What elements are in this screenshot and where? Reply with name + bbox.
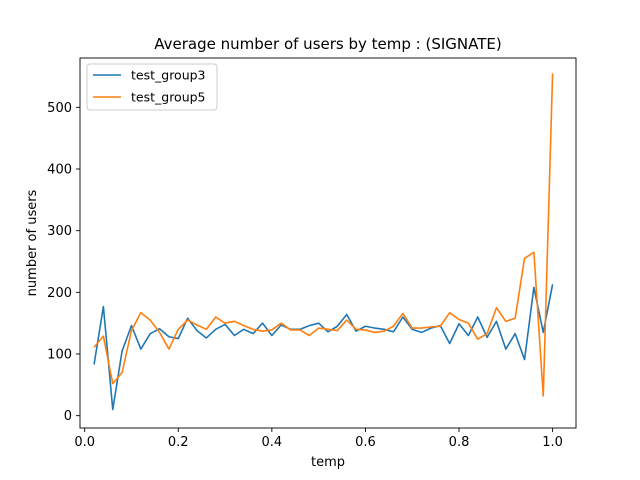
y-tick-label: 200 [47,286,72,301]
y-tick-label: 300 [47,224,72,239]
x-tick-label: 1.0 [542,435,563,450]
y-tick-label: 100 [47,348,72,363]
legend-label-1: test_group3 [131,68,206,83]
y-tick-label: 400 [47,163,72,178]
x-tick-label: 0.0 [74,435,95,450]
x-tick-label: 0.8 [449,435,470,450]
plot-frame [79,57,577,429]
y-tick-label: 0 [64,409,72,424]
legend-label-2: test_group5 [131,90,206,105]
x-tick-label: 0.6 [355,435,376,450]
legend: test_group3 test_group5 [86,63,218,111]
plot-area [80,58,576,428]
x-axis-ticks: 0.0 0.2 0.4 0.6 0.8 1.0 [74,428,563,450]
series-line-2 [93,73,554,397]
x-axis-label: temp [311,455,345,470]
x-tick-label: 0.2 [168,435,189,450]
y-tick-label: 500 [47,101,72,116]
series-layer [93,73,554,411]
x-tick-label: 0.4 [262,435,283,450]
y-axis-ticks: 0 100 200 300 400 500 [47,101,80,424]
series-line-1 [93,284,554,411]
chart-title: Average number of users by temp : (SIGNA… [154,35,501,53]
y-axis-label: number of users [25,189,40,296]
